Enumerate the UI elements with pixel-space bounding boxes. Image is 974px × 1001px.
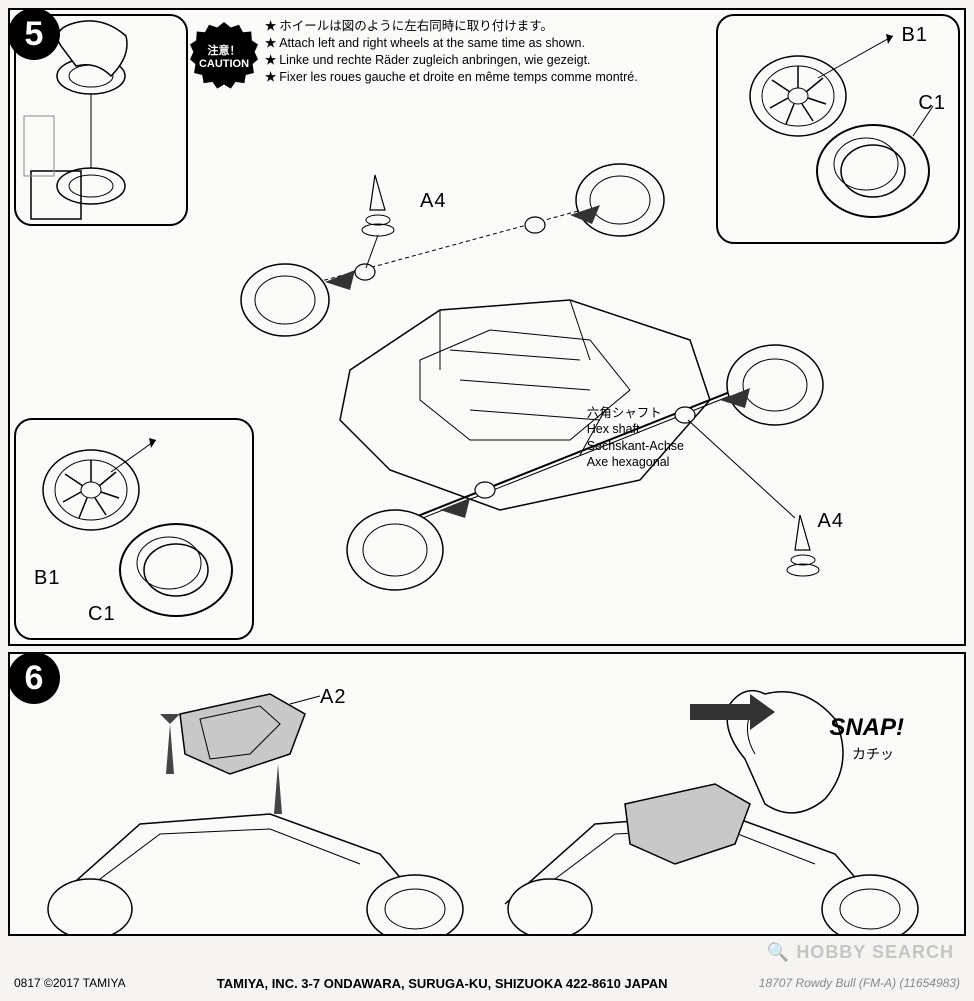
chassis-diagram: [140, 120, 860, 640]
instruction-jp: ホイールは図のように左右同時に取り付けます。: [279, 19, 553, 33]
instruction-fr: Fixer les roues gauche et droite en même…: [279, 70, 637, 84]
snap-label-jp: カチッ: [852, 744, 894, 764]
hex-shaft-jp: 六角シャフト: [587, 405, 684, 421]
step-6-panel: 6 A2 SNAP! カチッ: [8, 652, 966, 936]
part-label-a4-2: A4: [818, 510, 844, 533]
caution-en: CAUTION: [199, 58, 249, 70]
hex-shaft-de: Sechskant-Achse: [587, 438, 684, 454]
caution-jp: 注意！: [208, 42, 241, 58]
hex-shaft-label: 六角シャフト Hex shaft Sechskant-Achse Axe hex…: [587, 405, 684, 470]
footer-left: 0817 ©2017 TAMIYA: [14, 976, 126, 991]
part-label-a4-1: A4: [420, 190, 446, 213]
step-5-badge: 5: [8, 8, 60, 60]
hex-shaft-fr: Axe hexagonal: [587, 454, 684, 470]
watermark: 🔍 HOBBY SEARCH: [767, 942, 954, 963]
step-5-panel: 5 注意！ CAUTION ★ホイールは図のように左右同時に取り付けます。 ★A…: [8, 8, 966, 646]
caution-badge: 注意！ CAUTION: [190, 22, 258, 90]
instruction-en: Attach left and right wheels at the same…: [279, 36, 585, 50]
footer-center: TAMIYA, INC. 3-7 ONDAWARA, SURUGA-KU, SH…: [217, 976, 668, 991]
instruction-de: Linke und rechte Räder zugleich anbringe…: [279, 53, 590, 67]
step6-left-diagram: [20, 664, 490, 934]
step-6-badge: 6: [8, 652, 60, 704]
snap-label: SNAP!: [829, 714, 904, 742]
footer: 0817 ©2017 TAMIYA TAMIYA, INC. 3-7 ONDAW…: [0, 976, 974, 991]
hex-shaft-en: Hex shaft: [587, 421, 684, 437]
step-5-instructions: ★ホイールは図のように左右同時に取り付けます。 ★Attach left and…: [265, 18, 638, 86]
step6-right-diagram: [495, 664, 965, 934]
footer-right: 18707 Rowdy Bull (FM-A) (11654983): [759, 976, 960, 991]
